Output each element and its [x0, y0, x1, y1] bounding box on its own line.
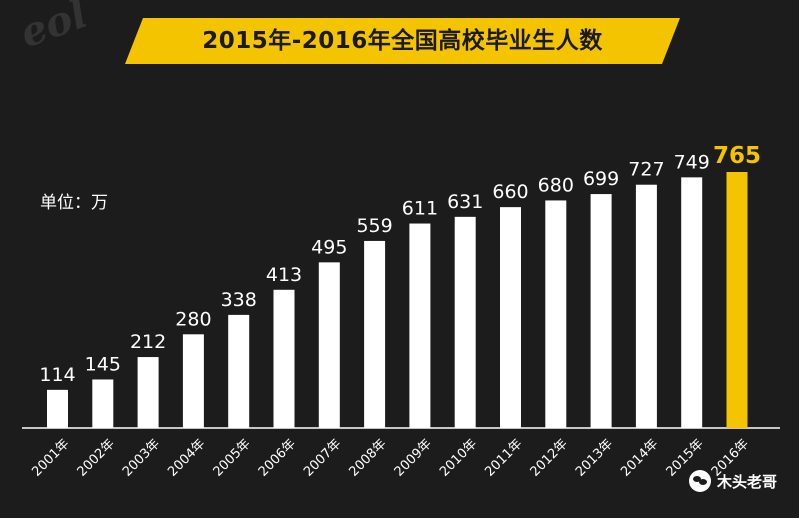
bar-2002年 — [92, 379, 114, 428]
unit-label: 单位：万 — [40, 193, 108, 213]
bar-2006年 — [273, 289, 295, 428]
data-label-2016年: 765 — [713, 143, 761, 169]
data-label-2008年: 559 — [356, 215, 392, 237]
bar-2007年 — [318, 262, 340, 428]
data-label-2005年: 338 — [221, 289, 257, 311]
title-banner: 2015年-2016年全国高校毕业生人数 — [125, 18, 680, 64]
x-tick-label-2011年: 2011年 — [482, 436, 525, 479]
data-label-2015年: 749 — [674, 151, 710, 173]
data-label-2007年: 495 — [311, 236, 347, 258]
x-tick-label-2001年: 2001年 — [29, 436, 72, 479]
x-tick-label-2010年: 2010年 — [437, 436, 480, 479]
data-label-2013年: 699 — [583, 168, 619, 190]
x-tick-label-2008年: 2008年 — [346, 436, 389, 479]
x-tick-label-2014年: 2014年 — [618, 436, 661, 479]
x-tick-label-2007年: 2007年 — [301, 436, 344, 479]
brand-text: 木头老哥 — [716, 472, 777, 491]
bar-2015年 — [681, 177, 703, 428]
bar-2012年 — [545, 200, 567, 428]
bar-2009年 — [409, 223, 431, 428]
bar-2008年 — [364, 240, 386, 428]
brand-signature: 木头老哥 — [688, 470, 777, 492]
data-label-2001年: 114 — [39, 364, 75, 386]
data-label-2003年: 212 — [130, 331, 166, 353]
data-label-2010年: 631 — [447, 191, 483, 213]
bar-2014年 — [635, 184, 657, 428]
bar-2010年 — [454, 216, 476, 428]
wechat-icon — [688, 470, 711, 492]
data-label-2002年: 145 — [85, 353, 121, 375]
bar-2003年 — [137, 357, 159, 428]
x-tick-label-2002年: 2002年 — [75, 436, 118, 479]
bar-2011年 — [500, 207, 521, 428]
data-label-2006年: 413 — [266, 264, 302, 286]
chart-title: 2015年-2016年全国高校毕业生人数 — [202, 28, 603, 54]
bar-2005年 — [228, 314, 250, 428]
x-tick-label-2012年: 2012年 — [528, 436, 571, 479]
bar-2016年 — [726, 172, 748, 428]
title-banner-shape — [125, 18, 680, 64]
x-tick-label-2003年: 2003年 — [120, 436, 163, 479]
bar-2013年 — [590, 194, 612, 428]
data-label-2004年: 280 — [175, 308, 211, 330]
x-tick-label-2004年: 2004年 — [165, 436, 208, 479]
data-label-2011年: 660 — [492, 181, 528, 203]
x-tick-label-2013年: 2013年 — [573, 436, 616, 479]
x-tick-label-2006年: 2006年 — [256, 436, 299, 479]
data-label-2012年: 680 — [538, 174, 574, 196]
bar-2004年 — [182, 334, 204, 428]
data-label-2009年: 611 — [402, 198, 438, 220]
x-tick-label-2005年: 2005年 — [211, 436, 254, 479]
bar-2001年 — [47, 389, 68, 428]
data-label-2014年: 727 — [628, 159, 664, 181]
x-tick-label-2009年: 2009年 — [392, 436, 435, 479]
